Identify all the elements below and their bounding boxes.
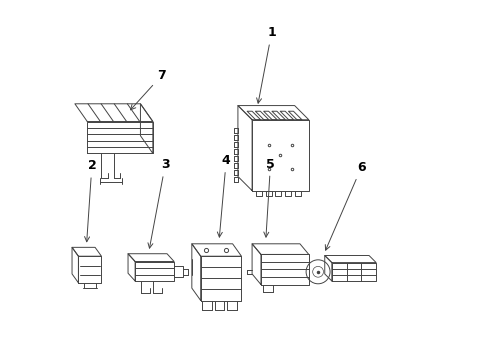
Text: 2: 2 — [85, 159, 96, 242]
Text: 3: 3 — [148, 158, 170, 248]
Text: 4: 4 — [218, 154, 231, 237]
Text: 5: 5 — [264, 158, 275, 237]
Text: 6: 6 — [325, 161, 366, 250]
Text: 1: 1 — [257, 26, 276, 103]
Text: 7: 7 — [130, 69, 166, 110]
